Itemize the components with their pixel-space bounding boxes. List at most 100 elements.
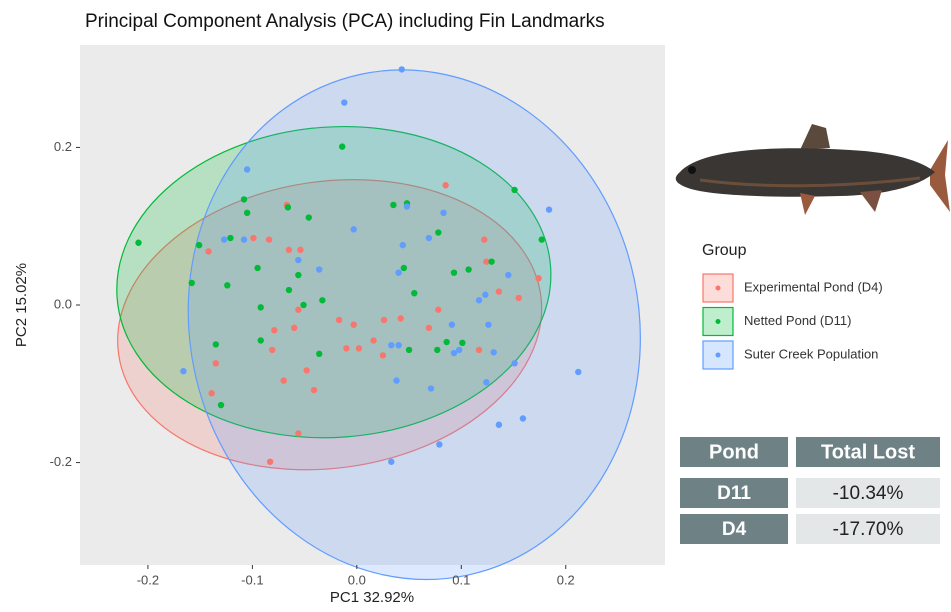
data-point [451, 269, 457, 275]
data-point [482, 292, 488, 298]
data-point [258, 304, 264, 310]
data-point [370, 337, 376, 343]
legend-key-dot [716, 353, 721, 358]
data-point [511, 187, 517, 193]
data-point [411, 290, 417, 296]
data-point [350, 321, 356, 327]
data-point [388, 459, 394, 465]
data-point [281, 377, 287, 383]
data-point [267, 459, 273, 465]
data-point [435, 307, 441, 313]
data-point [476, 347, 482, 353]
data-point [401, 265, 407, 271]
table: PondTotal LostD11-10.34%D4-17.70% [680, 437, 940, 544]
y-tick-label: -0.2 [50, 454, 72, 469]
data-point [271, 327, 277, 333]
data-point [399, 66, 405, 72]
data-point [180, 368, 186, 374]
data-point [291, 325, 297, 331]
data-point [393, 377, 399, 383]
data-point [350, 226, 356, 232]
data-point [481, 236, 487, 242]
data-point [575, 369, 581, 375]
data-point [336, 317, 342, 323]
data-point [218, 402, 224, 408]
x-tick-label: -0.2 [137, 572, 159, 587]
data-point [258, 337, 264, 343]
data-point [535, 275, 541, 281]
data-point [241, 236, 247, 242]
data-point [459, 340, 465, 346]
data-point [436, 441, 442, 447]
data-point [356, 345, 362, 351]
table-header-text: Total Lost [821, 441, 915, 463]
table-header-text: Pond [709, 441, 759, 463]
data-point [295, 307, 301, 313]
data-point [244, 210, 250, 216]
data-point [213, 341, 219, 347]
data-point [539, 236, 545, 242]
data-point [546, 206, 552, 212]
legend-title: Group [702, 242, 747, 259]
data-point [483, 379, 489, 385]
legend-key-dot [716, 319, 721, 324]
x-tick-label: 0.0 [348, 572, 366, 587]
data-point [451, 350, 457, 356]
data-point [208, 390, 214, 396]
legend-label: Suter Creek Population [744, 346, 878, 361]
x-tick-label: 0.1 [452, 572, 470, 587]
table-cell-text: -10.34% [833, 483, 904, 504]
data-point [316, 266, 322, 272]
data-point [341, 99, 347, 105]
data-point [395, 269, 401, 275]
data-point [297, 247, 303, 253]
data-point [254, 265, 260, 271]
data-point [428, 385, 434, 391]
data-point [505, 272, 511, 278]
data-point [295, 272, 301, 278]
y-axis-title: PC2 15.02% [13, 263, 30, 347]
data-point [339, 143, 345, 149]
legend: Group Experimental Pond (D4) Netted Pond … [702, 242, 883, 369]
data-point [300, 302, 306, 308]
x-axis-title: PC1 32.92% [330, 589, 414, 606]
legend-key-dot [716, 286, 721, 291]
data-point [465, 266, 471, 272]
data-point [286, 247, 292, 253]
fish-image [676, 124, 950, 215]
data-point [285, 204, 291, 210]
data-point [426, 325, 432, 331]
data-point [196, 242, 202, 248]
legend-label: Netted Pond (D11) [744, 313, 851, 328]
data-point [435, 229, 441, 235]
data-point [221, 236, 227, 242]
data-point [380, 352, 386, 358]
data-point [311, 387, 317, 393]
data-point [406, 347, 412, 353]
data-point [426, 235, 432, 241]
data-point [490, 349, 496, 355]
data-point [476, 297, 482, 303]
data-point [449, 321, 455, 327]
chart-title: Principal Component Analysis (PCA) inclu… [85, 11, 605, 32]
data-point [266, 236, 272, 242]
data-point [316, 351, 322, 357]
data-point [434, 347, 440, 353]
data-point [135, 240, 141, 246]
x-tick-label: -0.1 [241, 572, 263, 587]
table-cell-text: D4 [722, 519, 747, 540]
data-point [485, 321, 491, 327]
data-point [388, 342, 394, 348]
data-point [400, 242, 406, 248]
data-point [343, 345, 349, 351]
data-point [319, 297, 325, 303]
data-point [511, 360, 517, 366]
chart: Principal Component Analysis (PCA) inclu… [0, 0, 951, 612]
data-point [381, 317, 387, 323]
y-tick-label: 0.0 [54, 296, 72, 311]
legend-label: Experimental Pond (D4) [744, 279, 883, 294]
data-point [269, 347, 275, 353]
data-point [440, 210, 446, 216]
data-point [520, 415, 526, 421]
data-point [303, 367, 309, 373]
